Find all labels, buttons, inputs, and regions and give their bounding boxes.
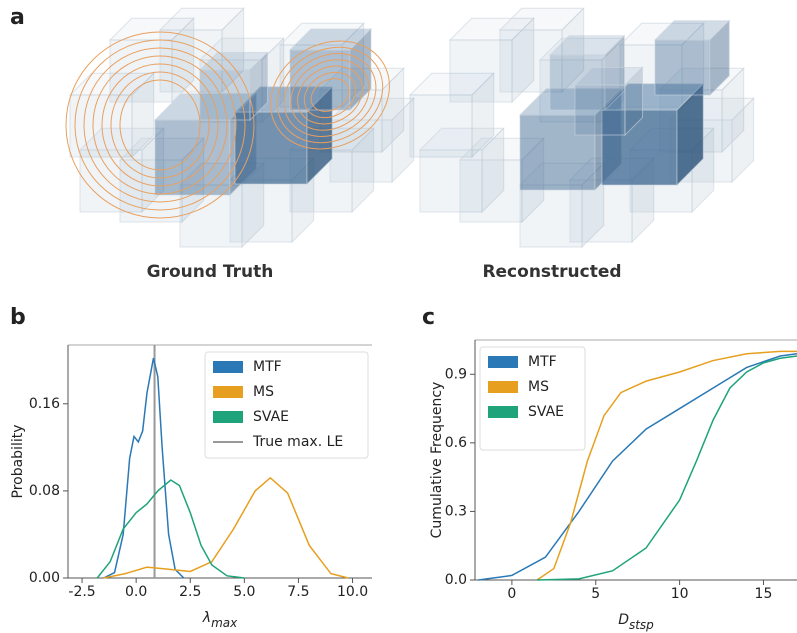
legend-box [479,346,586,451]
legend-label: SVAE [253,409,289,425]
legend-swatch [213,386,243,398]
series-line [536,350,797,581]
contour [92,55,228,195]
y-tick-label: 0.00 [29,570,60,586]
x-tick-label: 15 [755,586,773,602]
contour [276,46,384,144]
legend-label: MTF [528,354,557,370]
series-line [478,352,797,581]
contour [297,65,363,125]
legend-swatch [213,361,243,373]
contour [65,31,255,219]
cube-face [229,179,293,243]
cube-face [471,72,495,159]
contour [74,39,246,211]
contour [303,71,357,119]
y-tick-label: 0.16 [29,396,60,412]
legend-label: MS [528,379,549,395]
x-tick-label: 5 [591,586,600,602]
x-axis-label: Dstsp [618,612,654,632]
cube-face [654,39,711,96]
x-axis-label-sub: stsp [629,618,654,632]
x-axis-label-main: D [618,612,629,628]
y-axis-label: Probability [10,424,26,498]
cube-face [481,127,505,214]
x-tick-label: 0.0 [125,584,147,600]
series-line [96,479,245,579]
legend-label: True max. LE [252,434,343,450]
cube-face [721,67,745,154]
cube-face [234,111,308,185]
caption: Ground Truth [147,262,274,282]
y-tick-label: 0.6 [445,435,467,451]
x-tick-label: 7.5 [287,584,309,600]
cube-face [676,82,704,187]
panel-label: b [10,305,26,330]
cube-face [624,66,643,137]
y-tick-label: 0.9 [445,366,467,382]
legend-label: SVAE [528,404,564,420]
cube-face [391,97,415,184]
cube-face [604,34,625,112]
x-axis-label-sub: max [211,616,238,630]
cube-face [574,84,626,136]
legend-box [204,351,369,459]
x-tick-label: 0 [507,586,516,602]
contour [119,79,201,171]
contour [270,40,390,150]
legend-swatch [488,356,518,368]
cube-illustrations [65,7,755,249]
series-line [537,355,797,581]
cube-face [709,19,730,97]
y-tick-label: 0.3 [445,503,467,519]
legend-swatch [213,411,243,423]
x-tick-label: 2.5 [179,584,201,600]
contour [283,53,377,137]
cube-face [249,51,268,122]
panel-label: a [10,5,25,30]
x-tick-label: 5.0 [233,584,255,600]
panel-label: c [422,305,435,330]
cube-face [329,119,393,183]
x-tick-label: 10.0 [337,584,368,600]
y-axis-label: Cumulative Frequency [429,382,445,539]
legend-label: MTF [253,359,282,375]
cube-face [459,159,523,223]
caption: Reconstructed [482,262,621,282]
contour [290,59,370,131]
cube-face [511,17,535,104]
series-line [103,476,349,579]
legend-swatch [488,381,518,393]
x-tick-label: -2.5 [68,584,95,600]
x-axis-label-main: λ [202,610,211,626]
legend-label: MS [253,384,274,400]
contour [310,78,350,112]
x-tick-label: 10 [671,586,689,602]
series-line [103,357,185,579]
cube-face [561,7,585,94]
cube-face [131,72,155,159]
cube-face [351,127,375,214]
cube-face [731,97,755,184]
contour [110,71,210,179]
y-tick-label: 0.0 [445,572,467,588]
y-tick-label: 0.08 [29,483,60,499]
contour [83,47,237,203]
x-axis-label: λmax [202,610,238,630]
contour [101,63,219,187]
cube-face [381,67,405,154]
legend-swatch [488,406,518,418]
